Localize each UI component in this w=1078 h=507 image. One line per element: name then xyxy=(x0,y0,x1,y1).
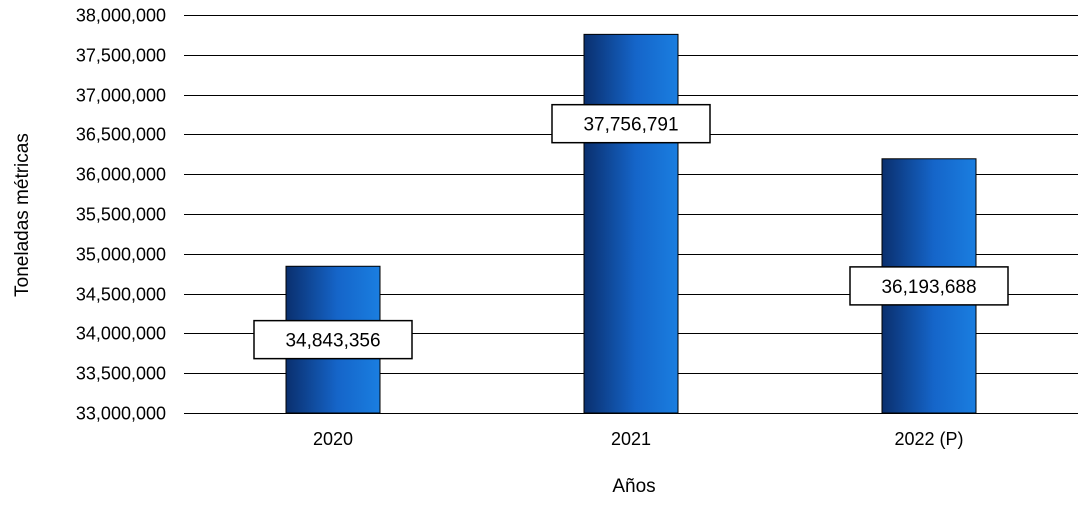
data-labels: 34,843,356 37,756,791 36,193,688 xyxy=(253,103,1009,360)
y-tick-label: 36,500,000 xyxy=(76,125,166,145)
x-tick-label: 2021 xyxy=(611,429,651,449)
data-label-box xyxy=(253,319,413,360)
y-tick-label: 34,500,000 xyxy=(76,285,166,305)
data-label-box xyxy=(849,266,1009,306)
y-axis-title: Toneladas métricas xyxy=(12,133,33,297)
y-tick-label: 36,000,000 xyxy=(76,165,166,185)
data-label: 36,193,688 xyxy=(881,277,976,298)
y-tick-label: 37,500,000 xyxy=(76,46,166,66)
y-tick-label: 34,000,000 xyxy=(76,324,166,344)
data-label: 34,843,356 xyxy=(285,331,380,352)
y-tick-label: 37,000,000 xyxy=(76,86,166,106)
y-tick-label: 33,500,000 xyxy=(76,364,166,384)
data-label-box xyxy=(551,103,711,144)
y-axis-ticks: 33,000,000 33,500,000 34,000,000 34,500,000… xyxy=(76,6,166,424)
y-tick-label: 38,000,000 xyxy=(76,6,166,26)
y-tick-label: 35,000,000 xyxy=(76,245,166,265)
x-axis-ticks: 2020 2021 2022 (P) xyxy=(313,429,964,449)
x-tick-label: 2022 (P) xyxy=(894,429,963,449)
data-label: 37,756,791 xyxy=(583,115,678,136)
y-tick-label: 35,500,000 xyxy=(76,205,166,225)
x-tick-label: 2020 xyxy=(313,429,353,449)
y-tick-label: 33,000,000 xyxy=(76,404,166,424)
bar xyxy=(583,33,679,414)
x-axis-title: Años xyxy=(612,476,655,497)
